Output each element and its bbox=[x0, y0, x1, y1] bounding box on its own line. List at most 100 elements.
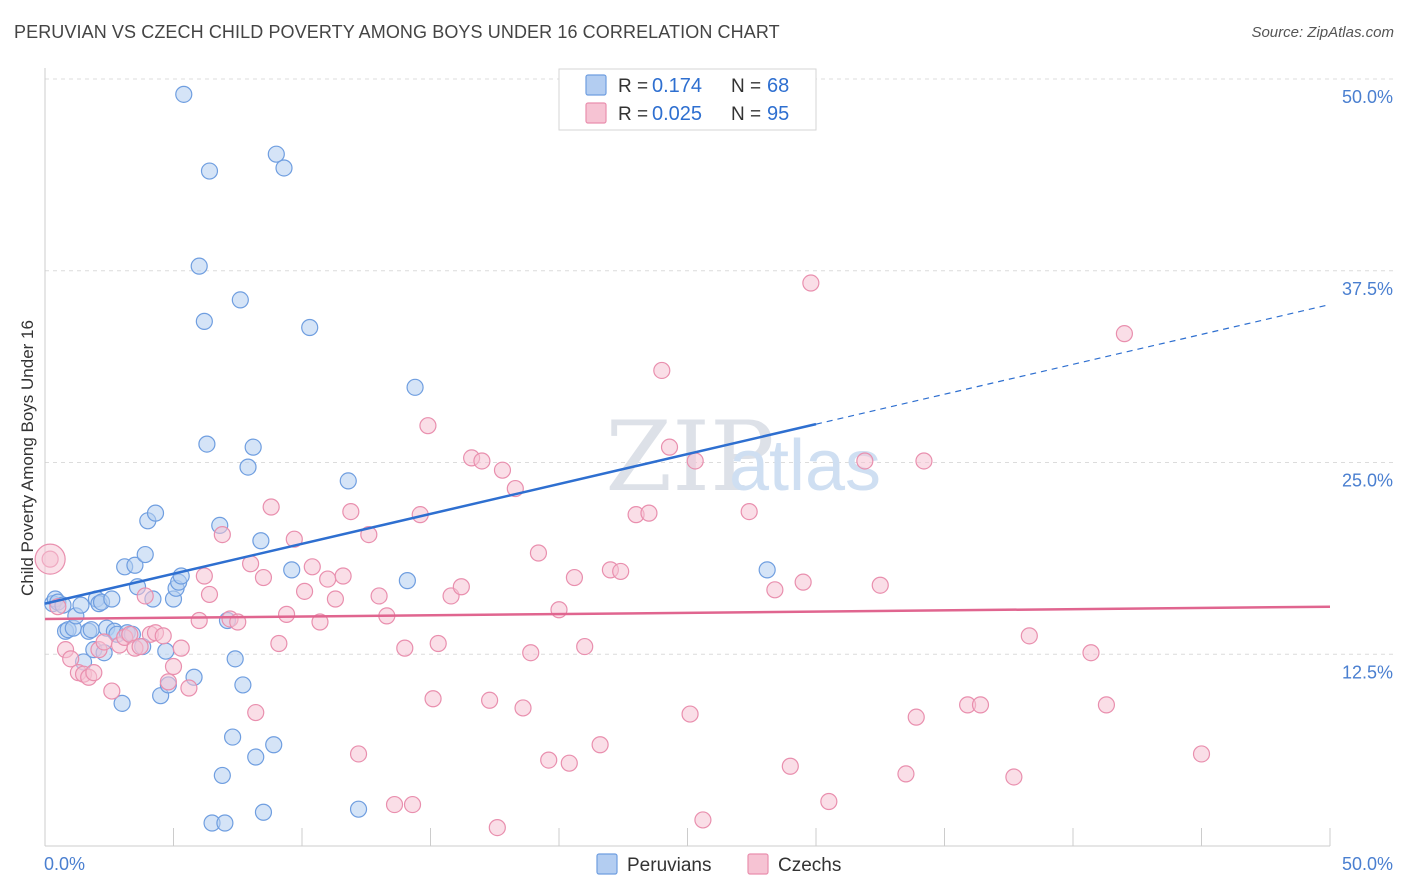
peruvians-point-56 bbox=[247, 748, 265, 766]
bottom-legend-swatch-0 bbox=[596, 853, 618, 875]
peruvians-point-8 bbox=[72, 596, 90, 614]
peruvians-point-43 bbox=[198, 435, 216, 453]
czechs-point-61 bbox=[493, 461, 512, 479]
y-tick-label-2: 37.5% bbox=[1342, 279, 1393, 299]
peruvians-point-63 bbox=[301, 318, 319, 337]
czechs-point-40 bbox=[319, 570, 337, 588]
czechs-point-35 bbox=[277, 605, 296, 623]
czechs-point-31 bbox=[247, 703, 265, 722]
czechs-point-83 bbox=[781, 757, 799, 775]
czechs-point-45 bbox=[360, 525, 378, 544]
czechs-point-81 bbox=[740, 502, 758, 521]
czechs-point-86 bbox=[820, 792, 838, 811]
czechs-point-95 bbox=[1020, 627, 1038, 645]
czechs-point-71 bbox=[591, 736, 609, 754]
czechs-point-25 bbox=[195, 567, 213, 585]
czechs-point-48 bbox=[385, 795, 404, 814]
czechs-point-24 bbox=[190, 611, 208, 630]
czechs-point-56 bbox=[452, 578, 470, 596]
czechs-point-10 bbox=[103, 682, 121, 700]
czechs-point-64 bbox=[522, 644, 540, 662]
peruvians-trend-line bbox=[44, 422, 817, 605]
peruvians-point-41 bbox=[190, 257, 208, 275]
peruvians-point-39 bbox=[175, 85, 193, 103]
czechs-point-46 bbox=[370, 587, 388, 605]
czechs-point-78 bbox=[681, 705, 699, 723]
peruvians-point-42 bbox=[195, 312, 213, 330]
czechs-point-89 bbox=[897, 765, 915, 783]
peruvians-point-51 bbox=[226, 650, 244, 668]
peruvians-point-59 bbox=[265, 736, 283, 754]
czechs-point-97 bbox=[1097, 696, 1116, 714]
czechs-point-80 bbox=[694, 811, 712, 829]
peruvians-point-66 bbox=[398, 572, 416, 590]
czechs-point-77 bbox=[660, 438, 679, 456]
czechs-point-76 bbox=[653, 361, 671, 380]
peruvians-point-57 bbox=[252, 532, 270, 550]
czechs-point-38 bbox=[303, 558, 321, 576]
czechs-point-20 bbox=[159, 673, 177, 691]
czechs-point-85 bbox=[802, 274, 820, 292]
czechs-point-60 bbox=[488, 818, 506, 837]
legend-n-value-1: 95 bbox=[767, 103, 789, 125]
czechs-point-3 bbox=[62, 650, 80, 668]
legend-r-value-1: 0.025 bbox=[652, 103, 702, 125]
peruvians-point-67 bbox=[406, 378, 424, 396]
czechs-point-79 bbox=[686, 452, 704, 470]
czechs-point-58 bbox=[473, 452, 491, 470]
peruvians-point-68 bbox=[758, 561, 776, 579]
czechs-point-large bbox=[34, 543, 66, 575]
czechs-point-42 bbox=[334, 567, 352, 585]
czechs-point-53 bbox=[424, 690, 442, 708]
czechs-point-90 bbox=[907, 708, 925, 726]
peruvians-point-47 bbox=[213, 766, 231, 785]
czechs-point-26 bbox=[200, 585, 219, 604]
legend-stats: R = 0.174 N = 68 R = 0.025 N = 95 bbox=[558, 68, 817, 131]
y-tick-label-1: 25.0% bbox=[1342, 471, 1393, 491]
czechs-point-94 bbox=[1005, 768, 1023, 786]
peruvians-point-50 bbox=[224, 728, 242, 746]
czechs-point-44 bbox=[349, 745, 368, 763]
legend-swatch-0 bbox=[585, 74, 607, 96]
czechs-point-75 bbox=[640, 504, 658, 522]
czechs-point-88 bbox=[871, 576, 889, 594]
czechs-point-67 bbox=[550, 601, 568, 619]
legend-series: Peruvians Czechs bbox=[596, 853, 841, 876]
chart-source: Source: ZipAtlas.com bbox=[1251, 24, 1394, 41]
czechs-point-59 bbox=[481, 691, 499, 709]
czechs-point-52 bbox=[419, 417, 437, 435]
czechs-point-27 bbox=[213, 525, 231, 544]
peruvians-point-48 bbox=[216, 814, 234, 832]
czechs-point-23 bbox=[180, 679, 198, 697]
bottom-legend-label-1: Czechs bbox=[778, 855, 841, 876]
peruvians-point-44 bbox=[200, 162, 219, 180]
peruvians-point-52 bbox=[231, 291, 249, 309]
czechs-point-66 bbox=[540, 751, 558, 769]
bottom-legend-swatch-1 bbox=[747, 853, 769, 875]
peruvians-point-62 bbox=[283, 561, 301, 579]
czechs-point-15 bbox=[131, 637, 149, 656]
legend-n-label-0: N = bbox=[731, 76, 761, 97]
czechs-point-36 bbox=[285, 530, 303, 548]
czechs-trend-line bbox=[44, 605, 1331, 621]
czechs-point-91 bbox=[915, 452, 933, 470]
czechs-point-69 bbox=[565, 568, 584, 587]
czechs-point-37 bbox=[295, 582, 314, 600]
x-tick-label-0: 0.0% bbox=[44, 854, 85, 874]
czechs-point-49 bbox=[396, 639, 414, 657]
czechs-point-16 bbox=[136, 587, 154, 605]
peruvians-point-54 bbox=[239, 458, 257, 476]
peruvians-point-61 bbox=[275, 159, 293, 177]
czechs-point-82 bbox=[766, 581, 784, 599]
czechs-point-99 bbox=[1192, 745, 1211, 763]
y-tick-label-3: 50.0% bbox=[1342, 87, 1393, 107]
peruvians-point-53 bbox=[234, 676, 252, 694]
axes bbox=[44, 68, 1331, 847]
czechs-point-32 bbox=[254, 568, 273, 587]
bottom-legend-label-0: Peruvians bbox=[627, 855, 712, 876]
czechs-point-50 bbox=[403, 795, 422, 814]
czechs-point-68 bbox=[560, 754, 578, 772]
x-tick-label-1: 50.0% bbox=[1342, 854, 1393, 874]
czechs-point-9 bbox=[95, 633, 113, 651]
